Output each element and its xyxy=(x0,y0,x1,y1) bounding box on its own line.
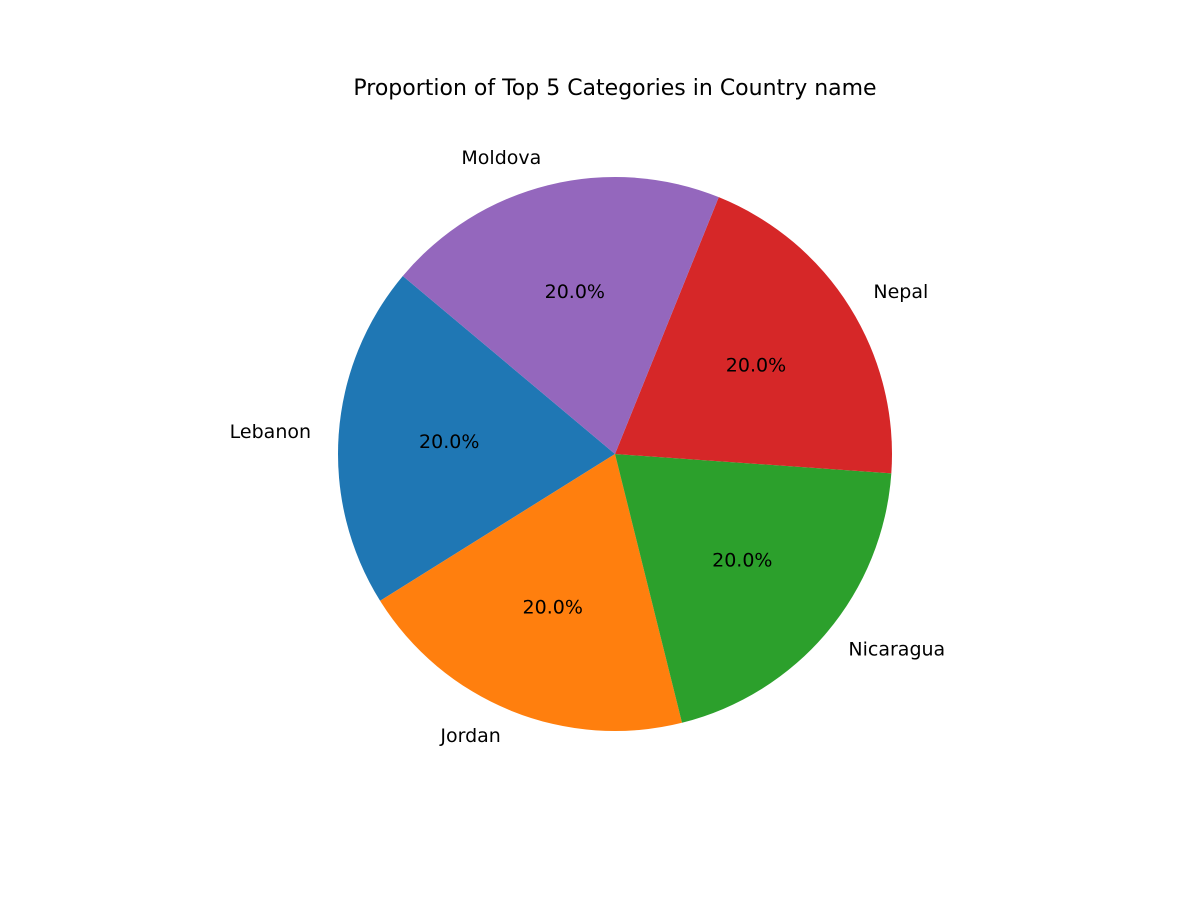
slice-percent-moldova: 20.0% xyxy=(545,281,605,303)
chart-title: Proportion of Top 5 Categories in Countr… xyxy=(353,76,876,101)
pie-slice-jordan xyxy=(380,454,683,731)
pie-slice-nepal xyxy=(615,197,892,474)
pie-slice-lebanon xyxy=(338,275,615,601)
slice-label-nicaragua: Nicaragua xyxy=(848,638,945,660)
pie-slices xyxy=(338,177,892,731)
slice-label-moldova: Moldova xyxy=(461,147,541,169)
pie-slice-nicaragua xyxy=(615,454,892,723)
slice-label-nepal: Nepal xyxy=(873,281,928,303)
slice-percent-lebanon: 20.0% xyxy=(419,431,479,453)
slice-percent-nepal: 20.0% xyxy=(726,354,786,376)
slice-percent-nicaragua: 20.0% xyxy=(712,549,772,571)
slice-label-jordan: Jordan xyxy=(439,725,500,747)
pie-labels: Lebanon 20.0% Jordan 20.0% Nicaragua 20.0% Nep… xyxy=(230,147,946,747)
slice-percent-jordan: 20.0% xyxy=(523,597,583,619)
slice-label-lebanon: Lebanon xyxy=(230,421,311,443)
pie-slice-moldova xyxy=(402,177,719,454)
